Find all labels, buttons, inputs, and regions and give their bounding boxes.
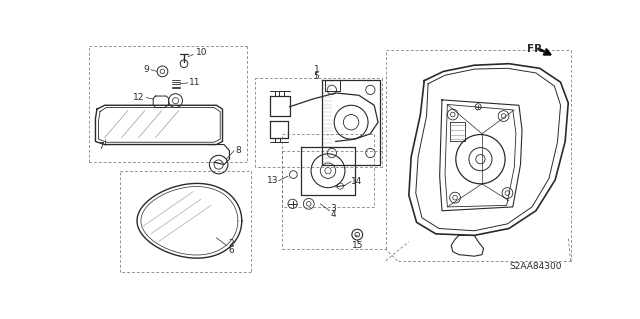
Text: 9: 9 [143, 65, 149, 74]
Text: FR.: FR. [527, 44, 546, 54]
Text: 3: 3 [330, 204, 336, 213]
Text: 1: 1 [314, 65, 319, 74]
Text: 7: 7 [98, 142, 104, 151]
Text: 12: 12 [133, 93, 145, 102]
Text: 14: 14 [351, 177, 362, 186]
Text: S2AA84300: S2AA84300 [509, 263, 561, 271]
Text: 4: 4 [330, 210, 336, 219]
Text: 2: 2 [228, 239, 234, 249]
Text: 11: 11 [189, 78, 201, 87]
Text: 5: 5 [314, 71, 319, 80]
Text: 10: 10 [196, 48, 207, 57]
Text: 6: 6 [228, 246, 234, 255]
Text: 8: 8 [236, 146, 241, 155]
Text: 15: 15 [351, 241, 363, 250]
Text: 13: 13 [268, 176, 279, 185]
